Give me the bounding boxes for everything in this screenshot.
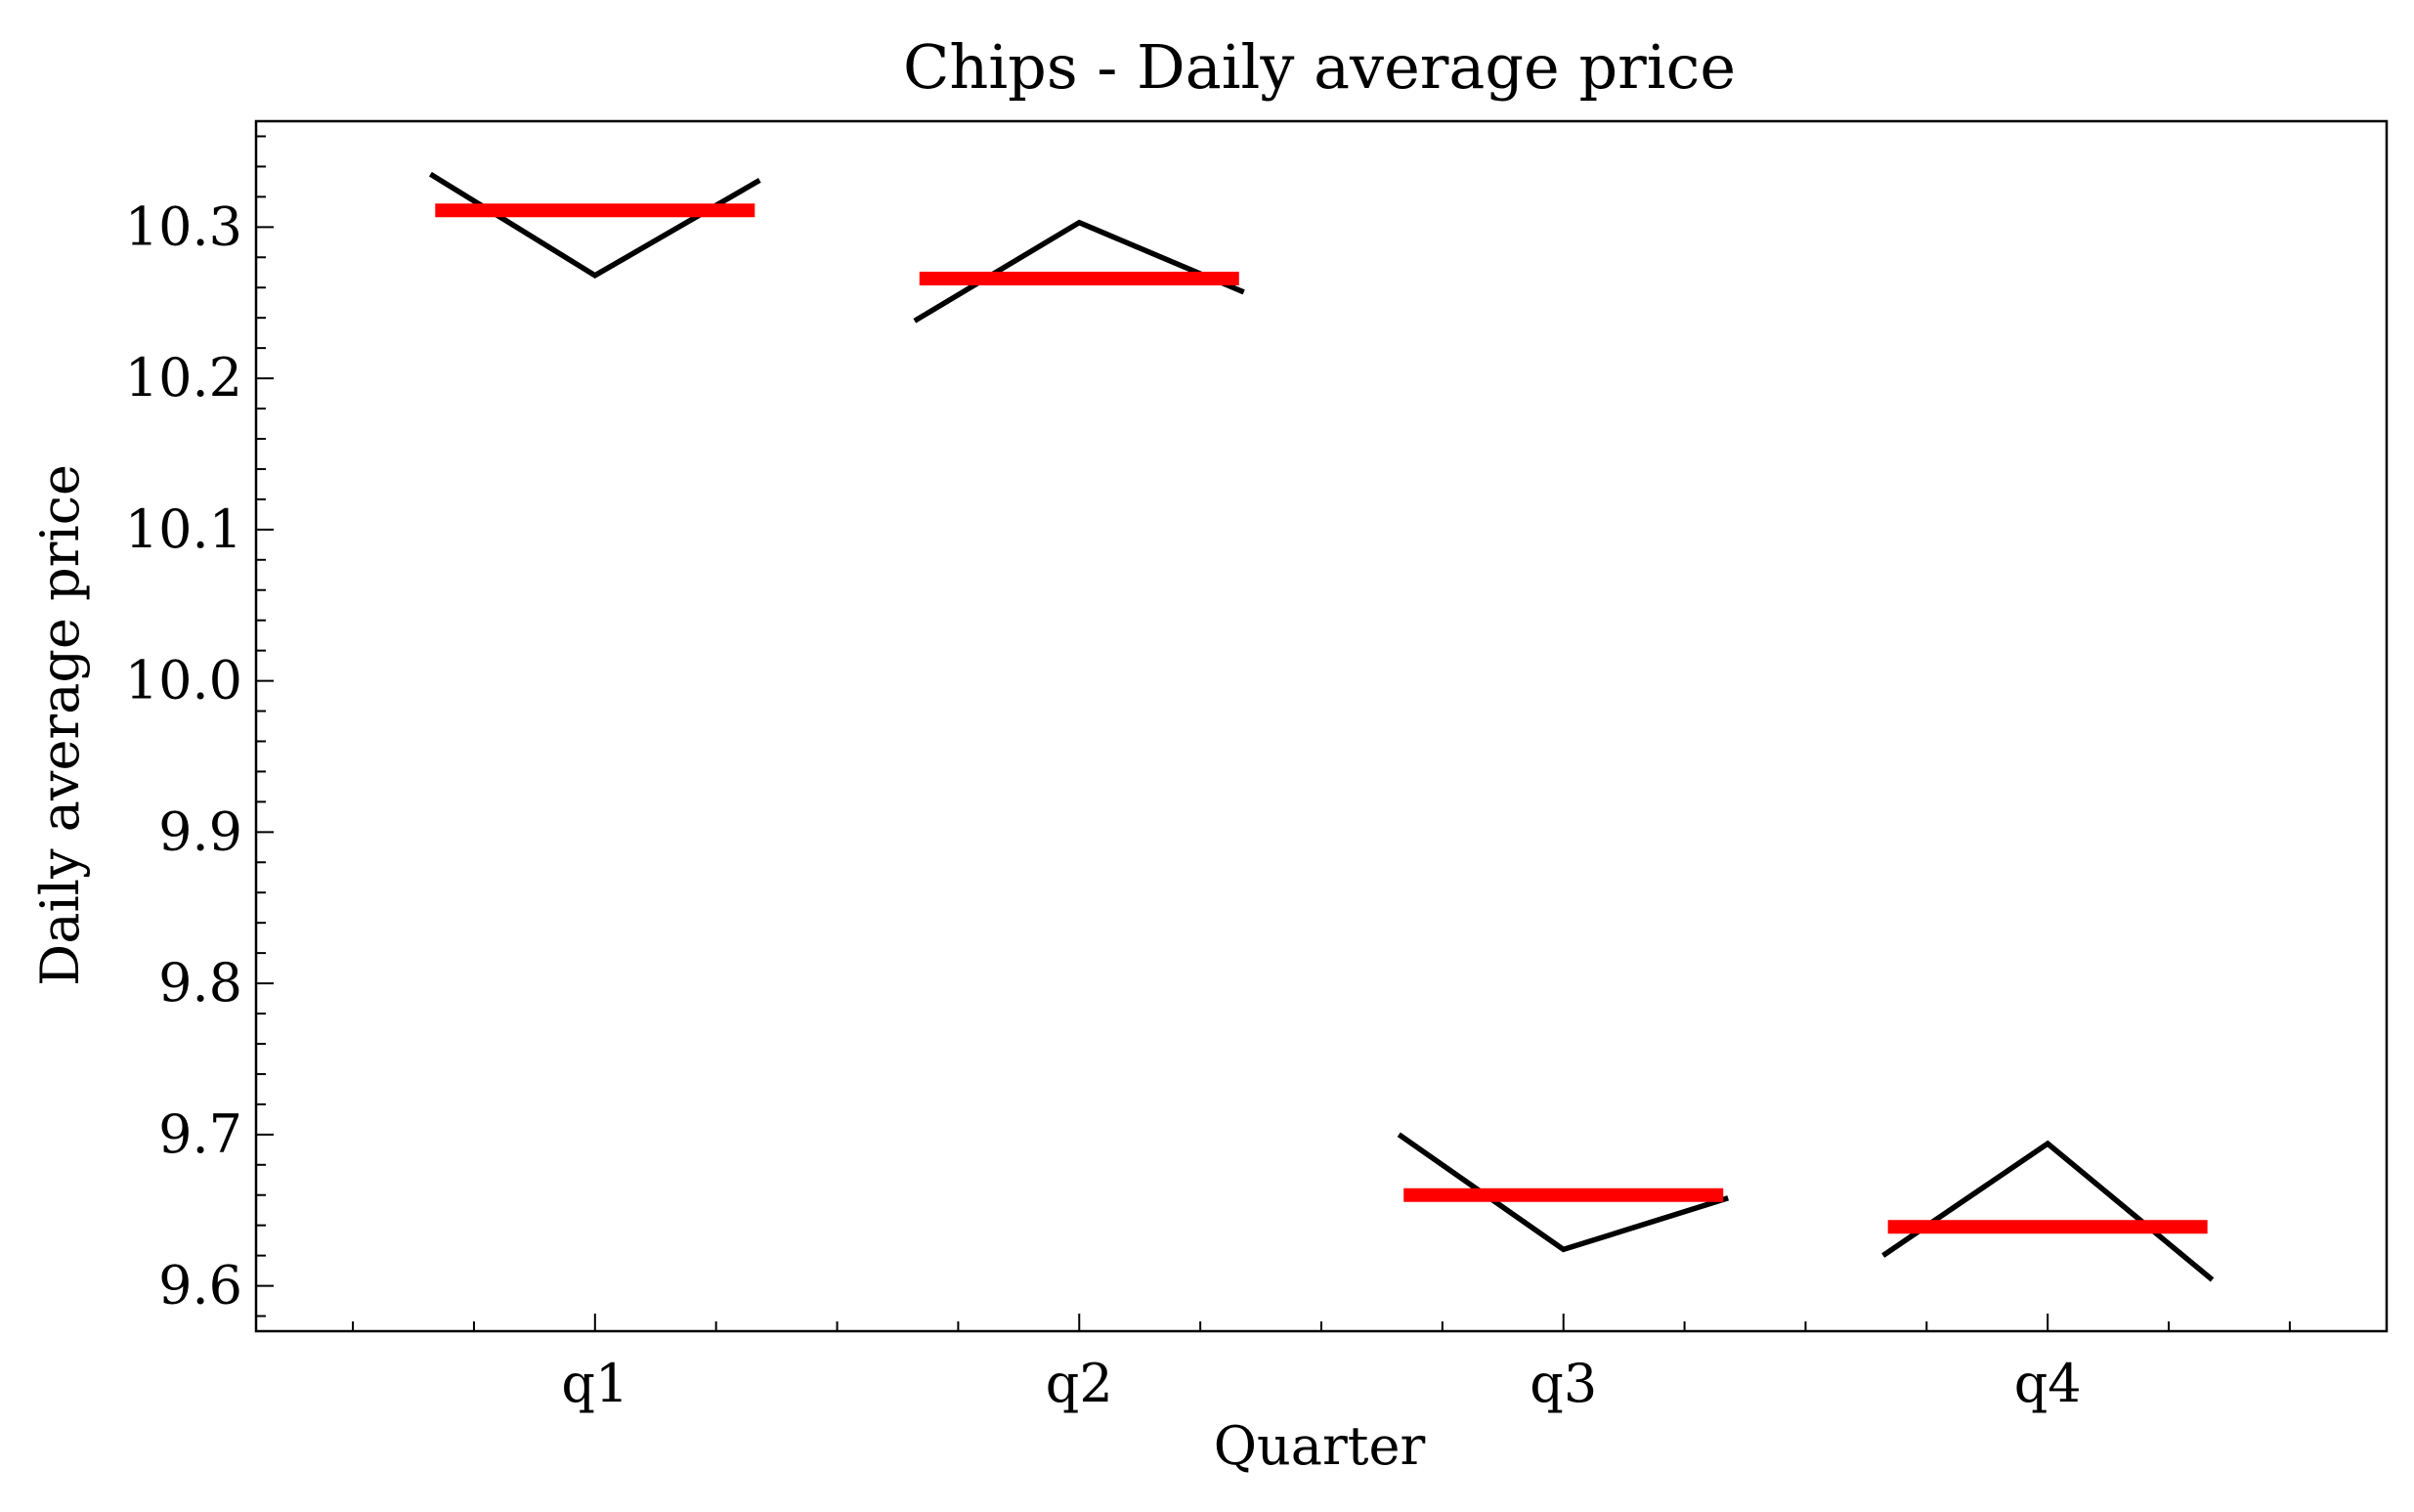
y-tick-label: 9.7: [158, 1103, 242, 1165]
y-tick-label: 9.6: [158, 1255, 242, 1317]
plot-area: 9.6 9.7 9.8 9.9 10.0 10.1 10.2 10.3 q1 q2 q3 q4: [125, 119, 2389, 1414]
x-tick-label: q4: [2014, 1353, 2082, 1414]
x-tick-label: q2: [1046, 1353, 1113, 1414]
y-axis-label: Daily average price: [29, 464, 91, 986]
y-tick-label: 10.1: [125, 498, 242, 560]
plot-frame: [254, 119, 2389, 1333]
y-tick-label: 9.8: [158, 952, 242, 1014]
y-tick-label: 10.0: [125, 650, 242, 712]
chart-title: Chips - Daily average price: [903, 31, 1736, 103]
month-series-line: [913, 219, 1245, 324]
x-axis-label: Quarter: [1214, 1415, 1426, 1477]
y-tick-label: 10.2: [125, 347, 242, 409]
x-tick-label: q3: [1530, 1353, 1597, 1414]
month-series-line: [428, 171, 761, 280]
month-series-line: [1881, 1140, 2215, 1282]
x-tick-label: q1: [561, 1353, 628, 1414]
y-tick-label: 9.9: [158, 800, 242, 862]
y-tick-label: 10.3: [125, 195, 242, 257]
month-series-line: [1397, 1132, 1730, 1253]
